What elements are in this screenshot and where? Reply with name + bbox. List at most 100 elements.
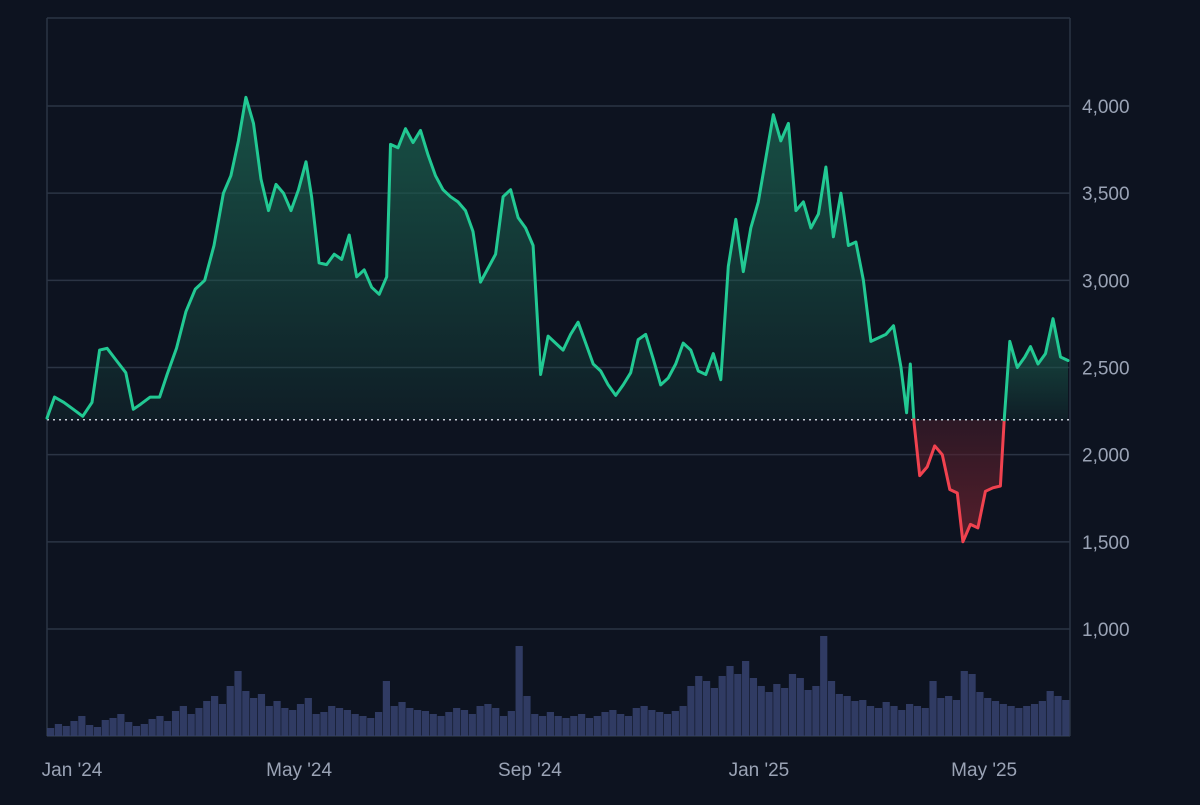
volume-bar [929,681,937,736]
volume-bar [945,696,953,736]
volume-bar [991,701,1000,736]
volume-bar [328,706,336,736]
volume-bar [562,718,570,736]
volume-bar [382,681,391,736]
volume-bar [117,714,125,736]
volume-bar [827,681,836,736]
volume-bar [749,678,758,736]
price-line-up [1002,317,1070,422]
volume-bar [570,716,578,736]
volume-bar [367,718,375,736]
x-tick-label: Sep '24 [498,760,562,781]
volume-bar [999,704,1007,736]
volume-bar [632,708,640,736]
volume-bar [1015,708,1023,736]
volume-bar [179,706,187,736]
volume-bar [773,684,781,736]
volume-bar [687,686,695,736]
volume-bar [62,726,70,736]
price-line-down [912,418,1006,544]
volume-bar [851,701,859,736]
volume-bar [843,696,851,736]
volume-layer [47,636,1070,736]
volume-bar [320,712,328,736]
volume-bar [312,714,320,736]
y-tick-label: 4,000 [1082,97,1130,118]
area-layer [47,97,1068,542]
volume-bar [398,702,406,736]
volume-bar [898,710,906,736]
volume-bar [593,716,601,736]
volume-bar [976,692,984,736]
volume-bar [101,720,109,736]
volume-bar [663,714,672,736]
volume-bar [507,711,515,736]
volume-bar [960,671,968,736]
volume-bar [164,721,172,736]
volume-bar [921,708,929,736]
volume-bar [476,706,484,736]
volume-bar [671,711,679,736]
volume-bar [343,710,351,736]
volume-bar [78,716,86,736]
volume-bar [679,706,687,736]
volume-bar [453,708,461,736]
volume-bar [414,710,422,736]
y-tick-label: 1,500 [1082,533,1130,554]
volume-bar [796,678,804,736]
volume-bar [304,698,312,736]
volume-bar [1038,701,1046,736]
volume-bar [874,708,882,736]
volume-bar [531,714,539,736]
volume-bar [859,700,867,736]
volume-bar [695,676,703,736]
volume-bar [984,698,992,736]
volume-bar [913,706,922,736]
volume-bar [1054,696,1062,736]
volume-bar [609,710,617,736]
volume-bar [125,722,133,736]
volume-bar [1030,704,1039,736]
volume-bar [952,700,961,736]
y-tick-label: 1,000 [1082,620,1130,641]
volume-bar [226,686,234,736]
volume-bar [640,706,648,736]
volume-bar [484,704,492,736]
volume-bar [523,696,531,736]
y-tick-label: 3,000 [1082,271,1130,292]
volume-bar [718,676,726,736]
area-below-baseline [913,419,1005,542]
price-line-up [45,95,916,422]
x-tick-label: Jan '25 [729,760,790,781]
volume-bar [757,686,765,736]
y-tick-label: 2,000 [1082,446,1130,467]
volume-bar [437,716,445,736]
volume-bar [93,727,102,736]
volume-bar [702,681,711,736]
volume-bar [250,698,258,736]
x-tick-label: May '25 [951,760,1017,781]
volume-bar [710,688,718,736]
volume-bar [820,636,828,736]
volume-bar [390,706,398,736]
volume-bar [726,666,734,736]
volume-bar [281,708,289,736]
volume-bar [273,701,281,736]
volume-bar [242,691,250,736]
volume-bar [70,721,78,736]
volume-bar [195,708,203,736]
volume-bar [734,674,742,736]
volume-bar [1023,706,1031,736]
area-above-baseline [47,97,914,420]
volume-bar [554,716,562,736]
volume-bar [499,716,508,736]
volume-bar [788,674,797,736]
volume-bar [171,711,180,736]
axis-layer: 1,000 1,500 2,000 2,500 3,000 3,500 4,000 Jan '… [42,97,1130,781]
volume-bar [742,661,750,736]
volume-bar [54,724,63,736]
volume-bar [538,716,547,736]
volume-bar [406,708,414,736]
volume-bar [140,724,148,736]
volume-bar [374,712,383,736]
